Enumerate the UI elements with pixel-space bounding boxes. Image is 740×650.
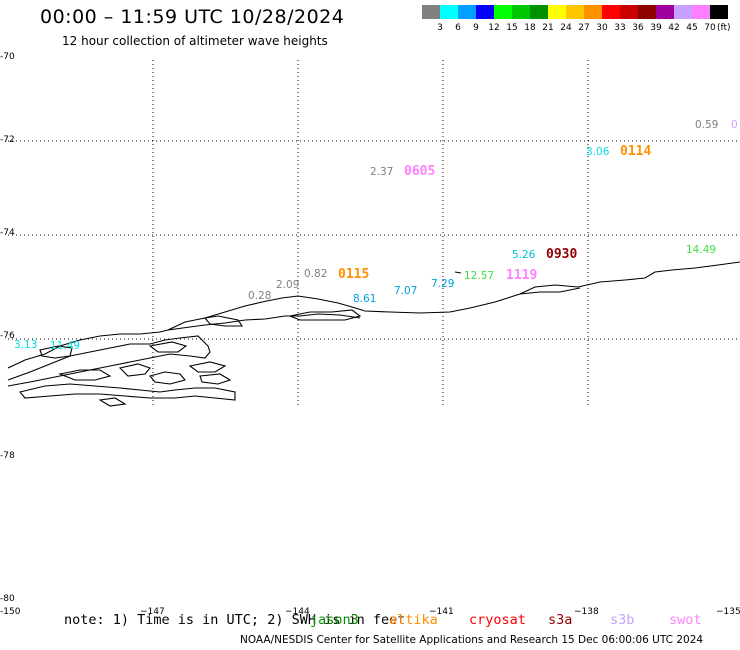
- ylabel-74: -74: [0, 228, 15, 238]
- obs-value: 2.09: [276, 279, 300, 291]
- legend-swatch: [548, 5, 566, 19]
- satellite-swot: swot: [669, 612, 702, 628]
- pass-time: 0605: [404, 164, 436, 179]
- legend-tick-label: 33: [614, 23, 626, 33]
- map-subtitle: 12 hour collection of altimeter wave hei…: [62, 34, 328, 48]
- obs-value: 11.49: [50, 340, 81, 352]
- legend-swatch: [512, 5, 530, 19]
- ylabel-76: -76: [0, 331, 15, 341]
- legend-tick-label: 12: [488, 23, 500, 33]
- legend-swatch: [692, 5, 710, 19]
- satellite-s3a: s3a: [548, 612, 573, 628]
- obs-value: 7.29: [431, 278, 455, 290]
- satellite-cryosat: cryosat: [469, 612, 526, 628]
- xlabel-144: −144: [285, 607, 310, 617]
- legend-swatch: [710, 5, 728, 19]
- obs-value: 0.59: [695, 119, 719, 131]
- legend-swatch: [620, 5, 638, 19]
- legend-tick-label: 70: [704, 23, 716, 33]
- pass-time: 0114: [620, 144, 652, 159]
- legend-swatch: [656, 5, 674, 19]
- xlabel-147: −147: [140, 607, 165, 617]
- island-9: [199, 373, 232, 385]
- legend-tick-label: 45: [686, 23, 698, 33]
- island-11: [98, 397, 127, 407]
- legend-swatch: [458, 5, 476, 19]
- xlabel-138: −138: [574, 607, 599, 617]
- legend-swatch: [638, 5, 656, 19]
- legend-swatch: [530, 5, 548, 19]
- legend-tick-label: 39: [650, 23, 662, 33]
- legend-tick-label: 27: [578, 23, 590, 33]
- ylabel-72: -72: [0, 135, 15, 145]
- island-7: [188, 361, 227, 373]
- island-8: [39, 345, 73, 359]
- island-4: [58, 369, 112, 381]
- legend-swatch: [422, 5, 440, 19]
- gridlines: [8, 60, 740, 405]
- ylabel-78: -78: [0, 451, 15, 461]
- legend-swatch: [476, 5, 494, 19]
- obs-value: 0.82: [304, 268, 328, 280]
- coastline: [7, 261, 740, 407]
- map-title: 00:00 – 11:59 UTC 10/28/2024: [40, 6, 345, 28]
- legend-swatch: [440, 5, 458, 19]
- obs-value: 8.61: [353, 293, 377, 305]
- legend-tick-label: 24: [560, 23, 572, 33]
- ylabel-80: -80: [0, 594, 15, 604]
- island-6: [149, 371, 186, 385]
- obs-value: 5.26: [512, 249, 536, 261]
- legend-swatch: [566, 5, 584, 19]
- footer-note: note: 1) Time is in UTC; 2) SWH is in fe…: [64, 612, 406, 628]
- inlet-1: [519, 287, 581, 295]
- obs-value: 14.49: [686, 244, 717, 256]
- island-10: [148, 341, 188, 353]
- pass-time: 0930: [546, 247, 578, 262]
- obs-value: 0: [731, 119, 738, 131]
- legend-swatches: [422, 5, 731, 19]
- obs-value: 3.06: [586, 146, 610, 158]
- legend-swatch: [602, 5, 620, 19]
- xlabel-141: −141: [429, 607, 454, 617]
- pass-time: 1119: [506, 268, 538, 283]
- coast-west-2: [7, 329, 169, 369]
- legend-tick-label: 3: [437, 23, 443, 33]
- obs-value: 0.28: [248, 290, 272, 302]
- legend-tick-label: 18: [524, 23, 536, 33]
- legend-tick-label: 6: [455, 23, 461, 33]
- xlabel-150: -150: [0, 607, 21, 617]
- legend-labels: 3 6 9 12 15 18 21 24 27 30 33 36 39 42 45 70 (ft): [422, 23, 731, 33]
- legend-tick-label: 15: [506, 23, 518, 33]
- obs-value: 3.13: [14, 339, 38, 351]
- island-5: [118, 363, 151, 377]
- satellite-s3b: s3b: [610, 612, 635, 628]
- island-2: [288, 309, 362, 321]
- island-3: [19, 383, 236, 401]
- small-mark: [454, 271, 462, 274]
- ice-shelf-edge: [167, 261, 740, 331]
- credit-line: NOAA/NESDIS Center for Satellite Applica…: [240, 634, 704, 646]
- legend-tick-label: 30: [596, 23, 608, 33]
- ylabel-70: -70: [0, 52, 15, 62]
- legend-tick-label: 42: [668, 23, 680, 33]
- obs-value: 2.37: [370, 166, 394, 178]
- color-legend: 3 6 9 12 15 18 21 24 27 30 33 36 39 42 45 70 (ft): [422, 5, 731, 33]
- coast-west-1: [7, 335, 211, 387]
- island-1: [203, 315, 244, 327]
- legend-tick-label: 9: [473, 23, 479, 33]
- xlabel-135: −135: [716, 607, 740, 617]
- obs-value: 7.07: [394, 285, 418, 297]
- legend-unit: (ft): [717, 23, 731, 33]
- legend-swatch: [494, 5, 512, 19]
- legend-tick-label: 21: [542, 23, 554, 33]
- legend-swatch: [584, 5, 602, 19]
- ice-shelf-inner: [167, 313, 361, 331]
- obs-value: 12.57: [464, 270, 495, 282]
- legend-swatch: [674, 5, 692, 19]
- satellite-altika: altika: [389, 612, 438, 628]
- pass-time: 0115: [338, 267, 370, 282]
- satellite-jason3: jason3: [310, 612, 359, 628]
- legend-tick-label: 36: [632, 23, 644, 33]
